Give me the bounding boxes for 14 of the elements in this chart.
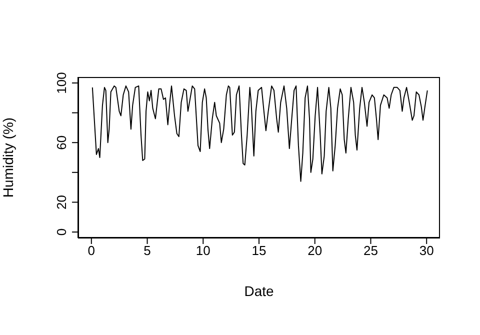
- x-tick-label: 25: [363, 243, 378, 258]
- y-tick-label: 0: [54, 228, 69, 236]
- x-axis-title: Date: [244, 283, 274, 299]
- x-tick-label: 15: [252, 243, 266, 258]
- x-tick-label: 30: [419, 243, 434, 258]
- x-tick-label: 10: [196, 243, 210, 258]
- y-tick-label: 100: [54, 72, 69, 94]
- y-axis-title: Humidity (%): [0, 117, 16, 198]
- x-tick-label: 5: [144, 243, 151, 258]
- x-tick-label: 0: [88, 243, 96, 258]
- y-tick-label: 20: [54, 194, 69, 210]
- x-tick-label: 20: [308, 243, 322, 258]
- y-tick-label: 60: [54, 135, 69, 150]
- line-series: [92, 85, 428, 182]
